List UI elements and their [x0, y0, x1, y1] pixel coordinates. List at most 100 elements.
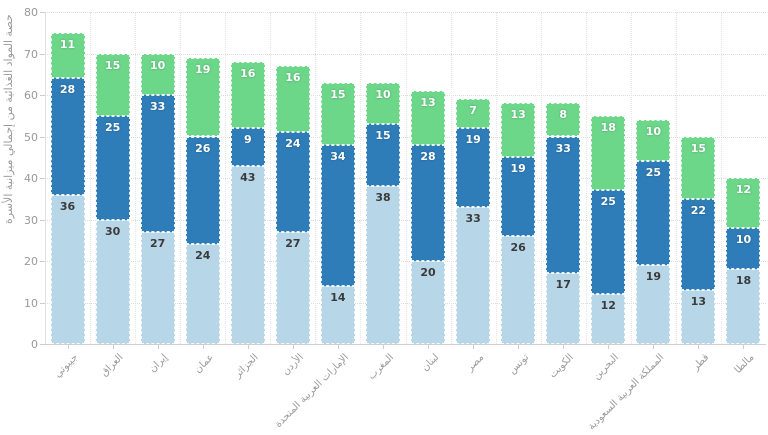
bar-segment-segment-top-green[interactable]	[140, 53, 175, 95]
bar-segment-segment-top-green[interactable]	[726, 178, 761, 228]
bar-segment-segment-bottom-light-blue[interactable]	[185, 244, 220, 344]
bar-value-label: 33	[465, 212, 481, 226]
bar-segment-segment-bottom-light-blue[interactable]	[411, 261, 446, 344]
bar-segment-segment-top-green[interactable]	[320, 82, 355, 145]
bar-value-label: 26	[195, 141, 211, 155]
bar-value-label: 36	[59, 199, 76, 213]
bar-segment-segment-bottom-light-blue[interactable]	[275, 231, 310, 344]
bar-segment-segment-top-green[interactable]	[185, 57, 220, 137]
bar-segment-segment-top-green[interactable]	[275, 65, 310, 133]
bar-segment-segment-top-green[interactable]	[95, 53, 130, 116]
horizontal-gridline	[45, 261, 766, 262]
bar-segment-segment-middle-dark-blue[interactable]	[456, 128, 491, 208]
bar-segment-segment-top-green[interactable]	[456, 99, 491, 129]
x-axis-category-label: مصر	[464, 352, 486, 374]
bar-value-label: 10	[150, 58, 166, 72]
bar-value-label: 15	[375, 129, 391, 143]
bar-value-label: 43	[240, 170, 256, 184]
bar-segment-segment-bottom-light-blue[interactable]	[681, 290, 716, 344]
bar-value-label: 22	[690, 203, 707, 217]
bar-segment-segment-middle-dark-blue[interactable]	[501, 157, 536, 237]
bar-segment-segment-middle-dark-blue[interactable]	[230, 128, 265, 166]
x-axis-tick	[608, 345, 610, 349]
bar-value-label: 33	[555, 141, 571, 155]
bar-value-label: 16	[240, 66, 256, 80]
bar-value-label: 19	[510, 162, 526, 176]
bar-value-label: 25	[600, 195, 616, 209]
y-axis-tick	[40, 344, 45, 345]
bar-segment-segment-middle-dark-blue[interactable]	[546, 136, 581, 274]
bar-segment-segment-middle-dark-blue[interactable]	[591, 190, 626, 295]
bar-segment-segment-middle-dark-blue[interactable]	[365, 124, 400, 187]
y-axis-tick	[40, 53, 45, 55]
x-axis-tick	[563, 345, 565, 349]
bar-segment-segment-middle-dark-blue[interactable]	[636, 161, 671, 266]
bar-segment-segment-top-green[interactable]	[50, 32, 85, 79]
bar-value-label: 19	[195, 62, 211, 76]
bar-segment-segment-bottom-light-blue[interactable]	[365, 186, 400, 344]
bar-value-label: 26	[510, 241, 526, 255]
bar-segment-segment-top-green[interactable]	[591, 115, 626, 191]
bar-segment-segment-top-green[interactable]	[365, 82, 400, 125]
x-axis-category-label: الجزائر	[232, 352, 261, 381]
bar-segment-segment-middle-dark-blue[interactable]	[320, 144, 355, 286]
x-axis-category-label: عمان	[192, 352, 216, 376]
bar-segment-segment-top-green[interactable]	[636, 119, 671, 162]
bar-segment-segment-bottom-light-blue[interactable]	[501, 236, 536, 344]
bar-segment-segment-bottom-light-blue[interactable]	[95, 219, 130, 344]
x-axis-category-label: مالطا	[732, 352, 757, 376]
x-axis-tick	[698, 345, 700, 349]
bar-value-label: 13	[420, 95, 436, 109]
y-axis-tick-label: 50	[24, 130, 38, 144]
bar-value-label: 20	[420, 266, 436, 279]
bar-segment-segment-middle-dark-blue[interactable]	[411, 144, 446, 261]
bar-value-label: 13	[510, 108, 526, 122]
x-axis-category-label: المملكة العربية السعودية	[585, 352, 667, 433]
bar-segment-segment-middle-dark-blue[interactable]	[140, 95, 175, 232]
bar-segment-segment-middle-dark-blue[interactable]	[681, 198, 716, 291]
y-axis-tick	[40, 12, 45, 13]
bar-value-label: 30	[104, 224, 121, 238]
x-axis-tick	[247, 345, 249, 349]
bar-segment-segment-bottom-light-blue[interactable]	[50, 194, 85, 344]
horizontal-gridline	[45, 219, 766, 221]
bar-value-label: 10	[735, 232, 752, 246]
bar-value-label: 27	[150, 236, 166, 250]
bar-value-label: 28	[420, 149, 436, 163]
bar-segment-segment-bottom-light-blue[interactable]	[591, 294, 626, 344]
bar-segment-segment-top-green[interactable]	[411, 90, 446, 145]
bar-segment-segment-top-green[interactable]	[501, 103, 536, 158]
y-axis-tick-label: 10	[24, 296, 38, 310]
x-axis-category-label: الكويت	[547, 352, 576, 381]
bar-segment-segment-bottom-light-blue[interactable]	[726, 269, 761, 344]
x-axis-tick	[112, 345, 114, 349]
bar-segment-segment-bottom-light-blue[interactable]	[636, 265, 671, 344]
bar-value-label: 15	[330, 87, 346, 101]
y-axis-tick	[40, 219, 45, 221]
x-axis-category-label: البحرين	[591, 352, 622, 382]
bar-value-label: 10	[375, 87, 391, 101]
bar-segment-segment-middle-dark-blue[interactable]	[185, 136, 220, 245]
bar-segment-segment-bottom-light-blue[interactable]	[546, 273, 581, 344]
x-axis-category-label: المغرب	[365, 352, 396, 382]
bar-segment-segment-top-green[interactable]	[230, 61, 265, 129]
bar-segment-segment-bottom-light-blue[interactable]	[140, 231, 175, 344]
bar-segment-segment-middle-dark-blue[interactable]	[275, 132, 310, 232]
bar-segment-segment-middle-dark-blue[interactable]	[50, 78, 85, 195]
bar-value-label: 19	[645, 270, 661, 284]
bar-value-label: 11	[59, 37, 76, 51]
bar-segment-segment-bottom-light-blue[interactable]	[230, 165, 265, 344]
bar-value-label: 18	[735, 274, 752, 288]
bar-segment-segment-top-green[interactable]	[546, 103, 581, 137]
x-axis-tick	[473, 345, 475, 349]
bar-segment-segment-middle-dark-blue[interactable]	[95, 115, 130, 220]
bar-segment-segment-bottom-light-blue[interactable]	[320, 285, 355, 344]
x-axis-tick	[382, 345, 384, 349]
horizontal-gridline	[45, 302, 766, 304]
bar-segment-segment-middle-dark-blue[interactable]	[726, 227, 761, 270]
bar-segment-segment-top-green[interactable]	[681, 136, 716, 199]
bar-segment-segment-bottom-light-blue[interactable]	[456, 207, 491, 344]
bar-value-label: 28	[59, 83, 76, 97]
x-axis-category-label: العراق	[98, 352, 126, 379]
